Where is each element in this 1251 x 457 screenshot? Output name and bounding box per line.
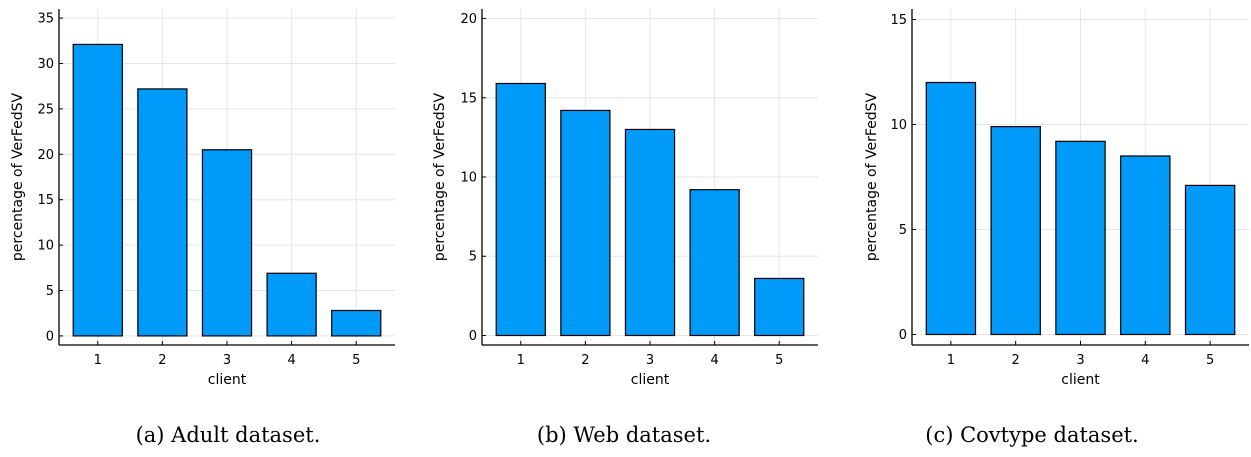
bar-client-2	[137, 88, 188, 337]
x-tick-label: 3	[223, 353, 231, 368]
x-tick-label: 4	[287, 353, 295, 368]
y-tick-label: 10	[37, 239, 54, 254]
bar-client-2	[990, 125, 1041, 336]
x-tick-label: 2	[581, 353, 589, 368]
x-tick-label: 4	[1141, 353, 1149, 368]
y-tick-label: 20	[460, 12, 477, 27]
y-axis-label: percentage of VerFedSV	[432, 92, 448, 261]
y-tick-label: 0	[46, 329, 54, 344]
y-tick-label: 30	[37, 57, 54, 72]
bar-client-2	[560, 109, 611, 337]
bar-client-3	[201, 149, 253, 337]
bar-client-3	[624, 128, 676, 337]
x-tick-label: 5	[1206, 353, 1214, 368]
y-tick-label: 10	[890, 118, 907, 133]
bar-client-5	[754, 277, 805, 337]
web-chart: 0 5 10 15 20 1 2 3 4 5 client percentage of VerFedS…	[432, 9, 818, 388]
bar-client-4	[1120, 155, 1171, 336]
caption-covtype: (c) Covtype dataset.	[925, 423, 1139, 447]
y-tick-label: 10	[460, 171, 477, 186]
y-tick-label: 0	[469, 329, 477, 344]
y-tick-label: 35	[37, 12, 54, 27]
bar-client-3	[1055, 140, 1106, 336]
x-tick-label: 1	[947, 353, 955, 368]
x-axis-label: client	[208, 372, 247, 388]
y-tick-label: 25	[37, 102, 54, 117]
x-tick-label: 5	[352, 353, 360, 368]
y-axis-label: percentage of VerFedSV	[10, 92, 26, 261]
bar-client-4	[266, 272, 317, 337]
x-tick-label: 4	[710, 353, 718, 368]
caption-adult: (a) Adult dataset.	[135, 423, 321, 447]
bar-client-1	[925, 81, 977, 336]
x-axis-label: client	[1061, 372, 1100, 388]
caption-web: (b) Web dataset.	[536, 423, 712, 447]
x-tick-label: 2	[158, 353, 166, 368]
x-tick-label: 5	[775, 353, 783, 368]
y-tick-label: 5	[46, 284, 54, 299]
x-axis-label: client	[631, 372, 670, 388]
x-tick-label: 3	[646, 353, 654, 368]
x-tick-label: 2	[1012, 353, 1020, 368]
bar-client-1	[495, 82, 546, 337]
bar-client-5	[1184, 184, 1236, 336]
y-tick-label: 15	[460, 91, 477, 106]
y-tick-label: 15	[37, 193, 54, 208]
bar-client-5	[331, 309, 382, 337]
covtype-chart: 0 5 10 15 1 2 3 4 5 client percentage of VerFedSV	[864, 9, 1249, 388]
x-tick-label: 1	[517, 353, 525, 368]
bar-client-4	[689, 189, 740, 337]
y-tick-label: 15	[890, 13, 907, 28]
adult-chart: 0 5 10 15 20 25 30 35 1 2 3 4 5 client percentage of V…	[10, 9, 395, 388]
x-tick-label: 1	[94, 353, 102, 368]
y-tick-label: 20	[37, 148, 54, 163]
y-tick-label: 5	[899, 223, 907, 238]
y-tick-label: 0	[899, 328, 907, 343]
y-axis-label: percentage of VerFedSV	[864, 92, 880, 261]
x-tick-label: 3	[1076, 353, 1084, 368]
y-tick-label: 5	[469, 250, 477, 265]
bar-client-1	[72, 43, 123, 337]
